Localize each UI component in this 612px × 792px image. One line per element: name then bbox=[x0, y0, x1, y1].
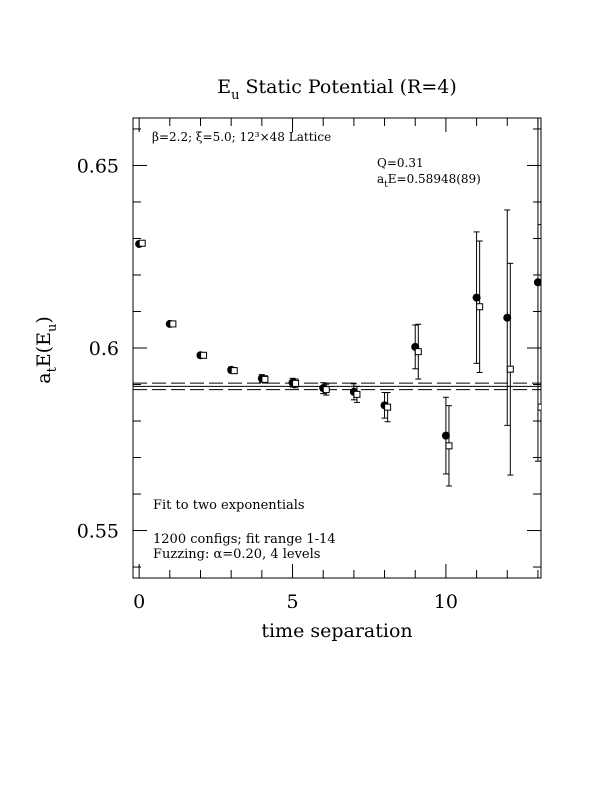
y-axis-label: atE(Eu) bbox=[33, 316, 60, 384]
y-tick-label: 0.55 bbox=[77, 521, 119, 543]
y-tick-label: 0.6 bbox=[89, 338, 119, 360]
chart-title: Eu Static Potential (R=4) bbox=[217, 76, 457, 103]
energy-annotation: atE=0.58948(89) bbox=[377, 172, 481, 190]
y-axis-label-mid-sub: u bbox=[45, 324, 60, 332]
energy-annotation-rest: E=0.58948(89) bbox=[388, 172, 481, 186]
data-point-circle bbox=[441, 431, 450, 440]
data-point-square bbox=[200, 351, 208, 359]
chart-title-rest: Static Potential (R=4) bbox=[239, 76, 456, 98]
data-point-square bbox=[292, 379, 300, 387]
x-axis-label: time separation bbox=[261, 620, 412, 642]
chart-title-main: E bbox=[217, 76, 231, 98]
data-point-square bbox=[476, 303, 484, 311]
data-point-square bbox=[537, 403, 541, 411]
data-point-square bbox=[445, 442, 453, 450]
axis-ticks bbox=[133, 118, 541, 578]
lattice-annotation: β=2.2; ξ=5.0; 12³×48 Lattice bbox=[152, 130, 331, 144]
x-tick-label: 5 bbox=[286, 591, 298, 613]
data-point-square bbox=[169, 320, 177, 328]
data-point-square bbox=[414, 348, 422, 356]
y-tick-label: 0.65 bbox=[77, 155, 119, 177]
x-tick-label: 10 bbox=[434, 591, 458, 613]
fit-band bbox=[133, 382, 541, 391]
configs-annotation: 1200 configs; fit range 1-14 bbox=[153, 532, 336, 547]
data-point-circle bbox=[503, 313, 512, 322]
data-point-square bbox=[261, 375, 269, 383]
y-axis-label-mid: E(E bbox=[33, 332, 55, 367]
y-axis-label-a-sub: t bbox=[45, 366, 60, 372]
y-axis-label-end: ) bbox=[33, 316, 55, 323]
data-point-circle bbox=[472, 293, 481, 302]
data-point-square bbox=[322, 386, 330, 394]
energy-annotation-prefix: a bbox=[377, 172, 384, 186]
data-point-circle bbox=[533, 278, 541, 287]
data-point-square bbox=[353, 390, 361, 398]
data-point-square bbox=[384, 403, 392, 411]
data-marks bbox=[135, 118, 541, 578]
fuzzing-annotation: Fuzzing: α=0.20, 4 levels bbox=[153, 547, 320, 562]
energy-annotation-sub: t bbox=[384, 180, 388, 190]
tick-labels: 0 5 10 0.55 0.6 0.65 bbox=[77, 155, 458, 613]
y-axis-label-a: a bbox=[33, 372, 55, 383]
data-point-square bbox=[138, 239, 146, 247]
fit-annotation: Fit to two exponentials bbox=[153, 498, 305, 513]
q-annotation: Q=0.31 bbox=[377, 156, 424, 170]
chart-title-sub: u bbox=[231, 88, 239, 103]
data-point-square bbox=[506, 365, 514, 373]
data-point-square bbox=[230, 367, 238, 375]
x-tick-label: 0 bbox=[133, 591, 145, 613]
